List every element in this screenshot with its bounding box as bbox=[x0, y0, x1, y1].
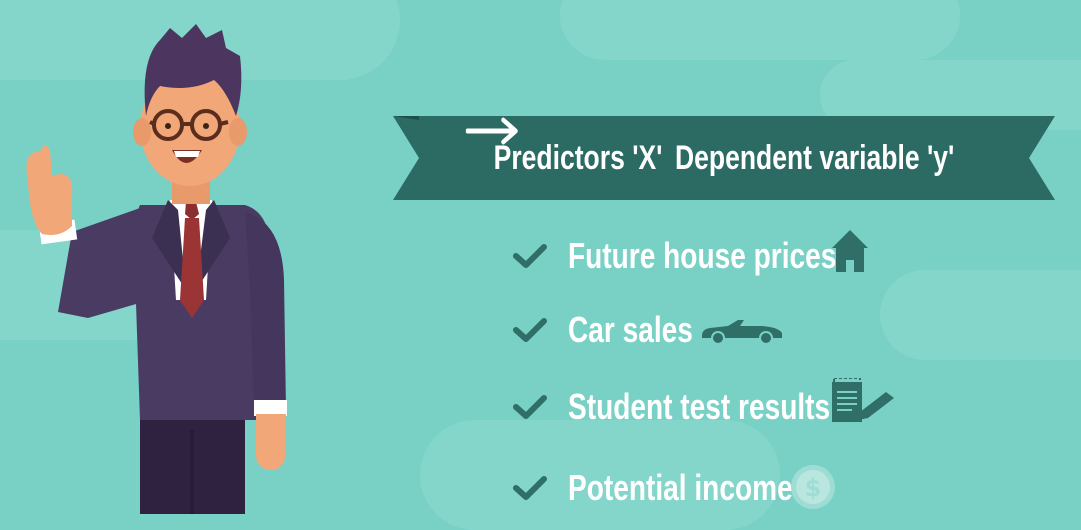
dollar-coin-icon: $ bbox=[791, 465, 835, 509]
dependent-variable-label: Dependent variable 'y' bbox=[674, 138, 955, 177]
item-label: Potential income bbox=[568, 467, 793, 508]
background-shape bbox=[420, 420, 780, 530]
right-arrow-icon bbox=[465, 117, 518, 145]
background-shape bbox=[560, 0, 960, 60]
background-shape bbox=[880, 270, 1081, 360]
predictors-label: Predictors 'X' bbox=[493, 138, 663, 177]
check-icon bbox=[513, 395, 547, 419]
ribbon-banner: Predictors 'X' Dependent variable 'y' bbox=[393, 116, 1055, 200]
list-item-car-sales: Car sales bbox=[512, 306, 728, 354]
car-icon bbox=[702, 320, 782, 345]
svg-text:$: $ bbox=[805, 474, 822, 502]
list-item-student-results: Student test results bbox=[512, 383, 904, 431]
list-item-potential-income: Potential income bbox=[512, 464, 856, 512]
item-label: Car sales bbox=[568, 309, 693, 350]
item-label: Future house prices bbox=[568, 235, 837, 276]
list-item-house-prices: Future house prices bbox=[512, 232, 912, 280]
check-icon bbox=[513, 244, 547, 268]
item-label: Student test results bbox=[568, 386, 831, 427]
ribbon-shape bbox=[393, 116, 1055, 200]
check-icon bbox=[513, 476, 547, 500]
house-icon bbox=[832, 230, 868, 272]
presenter-illustration bbox=[26, 24, 287, 514]
check-icon bbox=[513, 318, 547, 342]
notepad-pencil-icon bbox=[832, 378, 894, 422]
